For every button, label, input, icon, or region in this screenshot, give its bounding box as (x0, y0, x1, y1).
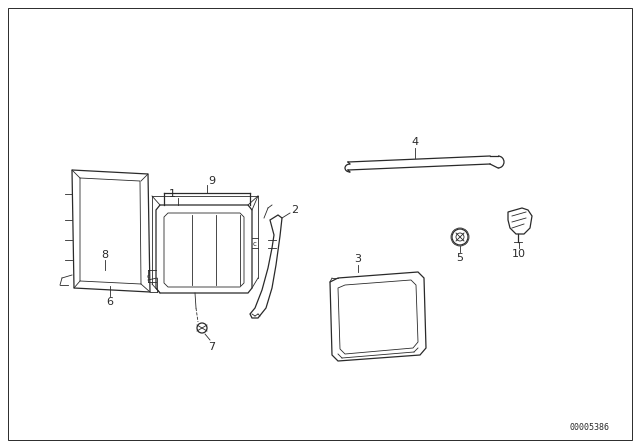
Text: 5: 5 (456, 253, 463, 263)
Text: 8: 8 (101, 250, 109, 260)
Text: 9: 9 (209, 176, 216, 186)
Text: 2: 2 (291, 205, 299, 215)
Text: 3: 3 (355, 254, 362, 264)
Text: 1: 1 (168, 189, 175, 199)
Text: 7: 7 (209, 342, 216, 352)
Text: c: c (147, 273, 150, 279)
Text: 4: 4 (412, 137, 419, 147)
Text: 00005386: 00005386 (570, 423, 610, 432)
Text: 6: 6 (106, 297, 113, 307)
Text: c: c (253, 241, 257, 247)
Text: 10: 10 (512, 249, 526, 259)
